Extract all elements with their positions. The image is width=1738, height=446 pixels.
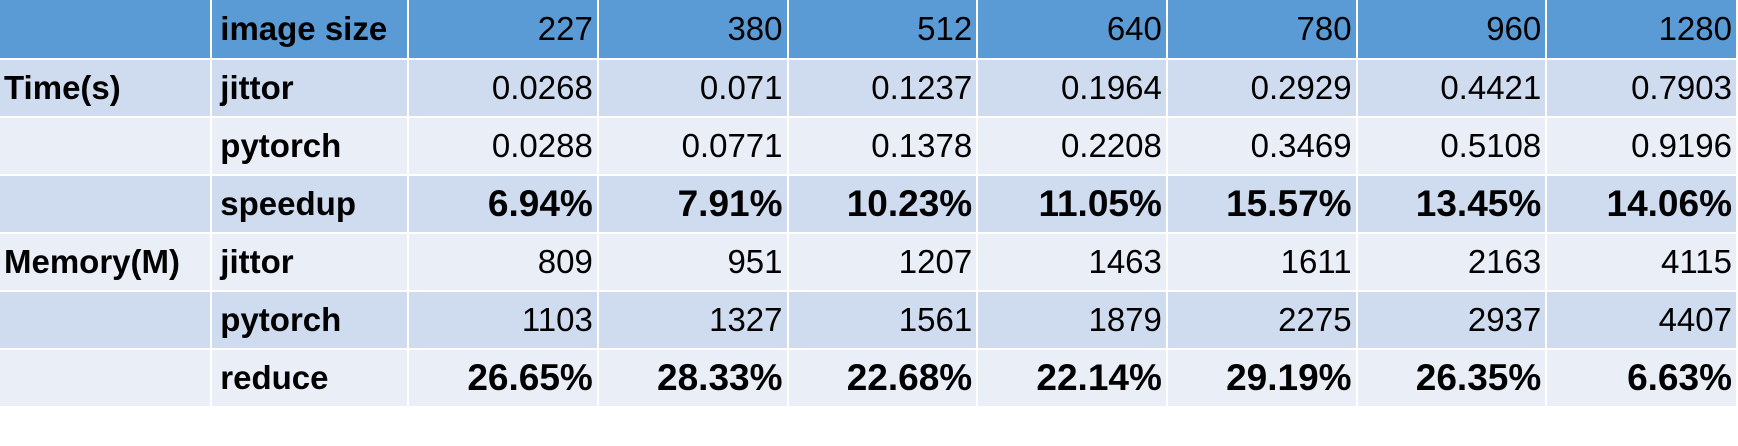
- header-column-cell: 227: [409, 0, 599, 60]
- row-metric-label: pytorch: [212, 292, 410, 350]
- table-cell: 0.3469: [1167, 118, 1358, 176]
- table-cell: 2275: [1167, 292, 1358, 350]
- header-column-cell: 380: [598, 0, 789, 60]
- table-cell: 22.14%: [978, 350, 1168, 408]
- table-cell: 0.1964: [978, 60, 1168, 118]
- table-cell: 1207: [788, 234, 979, 292]
- header-label-cell: image size: [212, 0, 410, 60]
- table-cell: 22.68%: [788, 350, 979, 408]
- table-cell: 10.23%: [788, 176, 979, 234]
- header-column-cell: 780: [1167, 0, 1358, 60]
- table-cell: 951: [598, 234, 789, 292]
- table-cell: 26.35%: [1357, 350, 1548, 408]
- table-cell: 0.7903: [1547, 60, 1738, 118]
- table-cell: 1327: [598, 292, 789, 350]
- row-metric-label: jittor: [212, 234, 410, 292]
- table-cell: 4115: [1547, 234, 1738, 292]
- row-metric-label: jittor: [212, 60, 410, 118]
- table-cell: 15.57%: [1167, 176, 1358, 234]
- table-cell: 7.91%: [598, 176, 789, 234]
- header-group-cell: [0, 0, 213, 60]
- table-cell: 0.1237: [788, 60, 979, 118]
- table-cell: 0.4421: [1357, 60, 1548, 118]
- table-cell: 14.06%: [1547, 176, 1738, 234]
- comparison-table-container: image size 227 380 512 640 780 960 1280 …: [0, 0, 1738, 408]
- table-cell: 1103: [409, 292, 599, 350]
- table-row: pytorch 1103 1327 1561 1879 2275 2937 4407: [0, 292, 1738, 350]
- table-cell: 809: [409, 234, 599, 292]
- table-cell: 6.63%: [1547, 350, 1738, 408]
- table-cell: 2937: [1357, 292, 1548, 350]
- table-row: speedup 6.94% 7.91% 10.23% 11.05% 15.57% 13.45…: [0, 176, 1738, 234]
- row-group-label: [0, 292, 213, 350]
- row-group-label: Time(s): [0, 60, 213, 118]
- row-group-label: [0, 176, 213, 234]
- row-group-label: [0, 118, 213, 176]
- row-metric-label: pytorch: [212, 118, 410, 176]
- table-row: Memory(M) jittor 809 951 1207 1463 1611 2163 411…: [0, 234, 1738, 292]
- table-cell: 2163: [1357, 234, 1548, 292]
- table-cell: 1561: [788, 292, 979, 350]
- table-cell: 0.2208: [978, 118, 1168, 176]
- table-cell: 0.071: [598, 60, 789, 118]
- table-cell: 0.1378: [788, 118, 979, 176]
- table-cell: 26.65%: [409, 350, 599, 408]
- table-cell: 0.2929: [1167, 60, 1358, 118]
- table-cell: 0.0288: [409, 118, 599, 176]
- table-cell: 28.33%: [598, 350, 789, 408]
- table-cell: 0.9196: [1547, 118, 1738, 176]
- row-group-label: [0, 350, 213, 408]
- table-row: pytorch 0.0288 0.0771 0.1378 0.2208 0.3469 0.5…: [0, 118, 1738, 176]
- header-column-cell: 1280: [1547, 0, 1738, 60]
- header-column-cell: 512: [788, 0, 979, 60]
- table-cell: 1463: [978, 234, 1168, 292]
- table-header-row: image size 227 380 512 640 780 960 1280: [0, 0, 1738, 60]
- table-cell: 6.94%: [409, 176, 599, 234]
- header-column-cell: 640: [978, 0, 1168, 60]
- table-body: image size 227 380 512 640 780 960 1280 …: [0, 0, 1738, 408]
- benchmark-table: image size 227 380 512 640 780 960 1280 …: [0, 0, 1738, 408]
- table-cell: 0.5108: [1357, 118, 1548, 176]
- table-cell: 29.19%: [1167, 350, 1358, 408]
- table-cell: 1879: [978, 292, 1168, 350]
- table-cell: 13.45%: [1357, 176, 1548, 234]
- row-metric-label: reduce: [212, 350, 410, 408]
- table-row: reduce 26.65% 28.33% 22.68% 22.14% 29.19% 26.3…: [0, 350, 1738, 408]
- table-cell: 1611: [1167, 234, 1358, 292]
- table-cell: 4407: [1547, 292, 1738, 350]
- table-cell: 0.0268: [409, 60, 599, 118]
- table-cell: 11.05%: [978, 176, 1168, 234]
- row-metric-label: speedup: [212, 176, 410, 234]
- table-row: Time(s) jittor 0.0268 0.071 0.1237 0.1964 0.29…: [0, 60, 1738, 118]
- table-cell: 0.0771: [598, 118, 789, 176]
- row-group-label: Memory(M): [0, 234, 213, 292]
- header-column-cell: 960: [1357, 0, 1548, 60]
